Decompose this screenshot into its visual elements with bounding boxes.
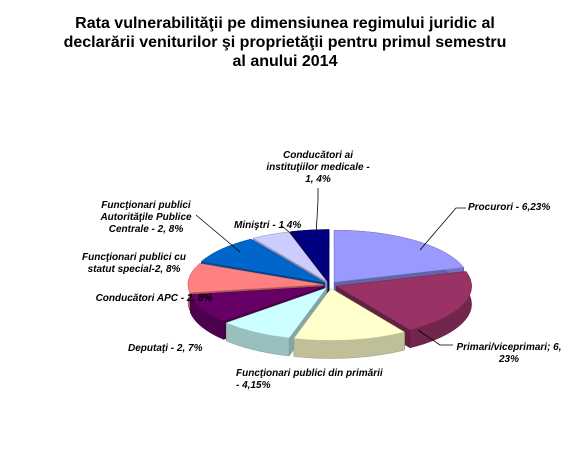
- leader-line: [195, 214, 241, 253]
- slice: [333, 229, 465, 283]
- slice: [335, 271, 472, 331]
- data-label: Funcţionari publici din primării - 4,15%: [236, 368, 383, 391]
- data-label: Deputaţi - 2, 7%: [128, 343, 203, 354]
- data-label: Funcţionari publici cu statut special-2,…: [82, 252, 186, 275]
- slice: [190, 286, 324, 322]
- leader-line: [315, 188, 319, 237]
- data-label: Funcţionari publici Autorităţile Publice…: [100, 200, 192, 235]
- slice: [290, 229, 330, 283]
- leader-line: [419, 207, 466, 251]
- slice: [225, 287, 327, 339]
- data-label: Procurori - 6,23%: [468, 202, 551, 213]
- data-label: Primari/viceprimari; 6, 23%: [456, 342, 562, 365]
- data-label: Conducători ai instituţiilor medicale - …: [266, 150, 370, 185]
- chart-title: Rata vulnerabilităţii pe dimensiunea reg…: [63, 15, 507, 70]
- data-label: Miniştri - 1 4%: [234, 220, 302, 231]
- data-label: Conducători APC - 2, 8%: [95, 293, 213, 304]
- leader-line: [417, 329, 453, 346]
- leader-line: [281, 225, 297, 239]
- slice: [187, 263, 324, 294]
- slice: [200, 238, 325, 283]
- slice: [293, 288, 406, 341]
